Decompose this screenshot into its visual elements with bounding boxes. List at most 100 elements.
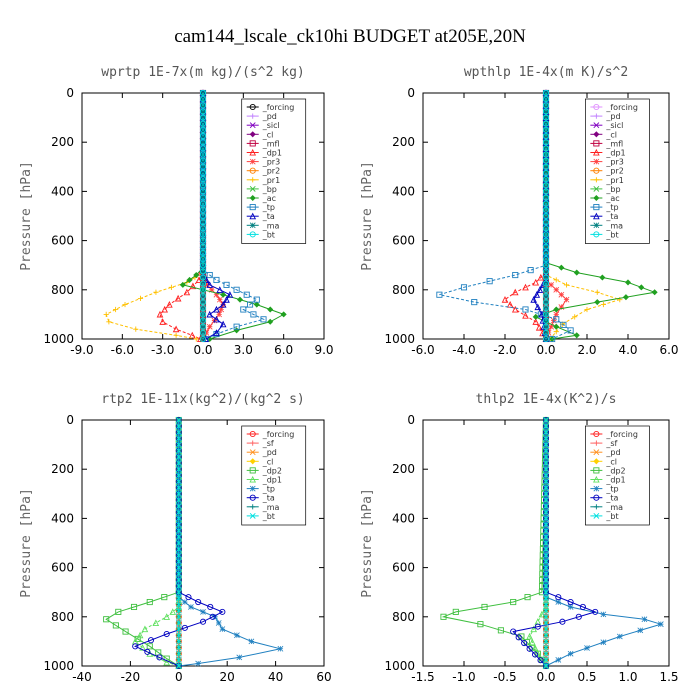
data-point [199,194,207,201]
legend-marker [249,231,256,238]
x-tick-label: 40 [268,670,283,684]
data-point [175,644,182,651]
legend-label: _sf [605,439,617,448]
data-point [535,323,543,331]
data-point [542,145,550,152]
data-point [534,650,542,657]
data-point [553,316,560,323]
data-point [542,126,550,133]
data-point [497,627,504,634]
data-point [543,503,549,510]
data-point [213,315,220,323]
data-point [186,276,193,283]
legend-marker [593,485,600,492]
data-point [193,272,200,279]
data-point [460,284,468,291]
data-point [175,460,182,466]
data-point [532,318,540,325]
legend: _forcing_pd_sicl_cl_mfl_dp1_pr3_pr2_pr1_… [241,98,307,244]
data-point [542,206,550,213]
data-point [543,558,549,565]
data-point [199,114,207,121]
legend-marker [593,231,600,238]
data-point [511,305,519,313]
data-point [543,632,549,639]
legend-marker [593,131,600,138]
data-point [543,546,549,553]
data-point [530,625,538,633]
data-point [542,157,550,164]
data-point [436,291,443,298]
legend-label: _forcing [605,430,638,439]
data-point [175,601,182,608]
data-point [175,570,182,577]
legend-marker [593,494,600,501]
data-point [543,595,549,602]
data-point [200,114,206,121]
series-dp1 [131,416,183,670]
data-point [199,219,207,226]
data-point [543,299,549,305]
legend-label: _ac [262,194,276,203]
data-point [543,509,549,516]
data-point [199,182,207,189]
legend-label: _dp1 [262,149,282,158]
data-point [543,133,549,139]
series-bt [199,89,207,343]
data-point [181,599,188,605]
data-point [175,638,182,645]
data-point [199,151,207,158]
legend-marker [593,475,600,483]
data-point [226,291,234,298]
legend-marker [249,494,256,501]
legend-marker [249,148,257,156]
data-point [130,603,138,611]
x-tick-label: 0 [175,670,183,684]
series-line [134,420,180,667]
legend-marker [249,103,256,111]
data-point [200,108,206,115]
y-tick-label: 1000 [384,332,415,346]
legend-marker [249,222,256,229]
data-point [567,604,574,610]
legend-marker [249,194,256,202]
y-tick-label: 200 [51,462,74,476]
legend-marker [593,222,600,229]
data-point [584,306,590,313]
data-point [175,533,182,540]
series-dp1 [501,89,550,343]
data-point [233,286,240,293]
chart-panel-3: rtp2 1E-11x(kg^2)/(kg^2 s) Pressure [hPa]… [19,392,332,684]
data-point [543,515,549,522]
data-point [573,269,580,276]
figure-title: cam144_lscale_ck10hi BUDGET at205E,20N [174,26,526,47]
data-point [236,296,243,303]
data-point [175,546,182,553]
data-point [216,296,223,303]
data-point [175,558,182,565]
panel-title: wpthlp 1E-4x(m K)/s^2 [464,65,628,80]
data-point [247,301,254,308]
legend-marker [593,122,600,129]
data-point [199,200,207,207]
x-tick-label: -9.0 [70,343,93,357]
data-point [200,188,206,195]
legend-label: _tp [262,203,275,212]
x-tick-label: 0.5 [577,670,596,684]
data-point [600,611,607,618]
data-point [199,102,207,109]
data-point [542,182,550,189]
data-point [175,521,182,528]
data-point [567,650,574,657]
data-point [522,283,529,291]
data-point [477,621,484,628]
data-point [206,271,213,279]
chart-panel-1: wprtp 1E-7x(m kg)/(s^2 kg) Pressure [hPa]… [19,65,334,357]
data-point [624,279,632,286]
data-point [220,291,227,298]
data-point [543,139,549,146]
data-point [637,627,644,634]
data-point [534,618,542,625]
data-point [199,280,207,287]
data-point [563,282,570,288]
